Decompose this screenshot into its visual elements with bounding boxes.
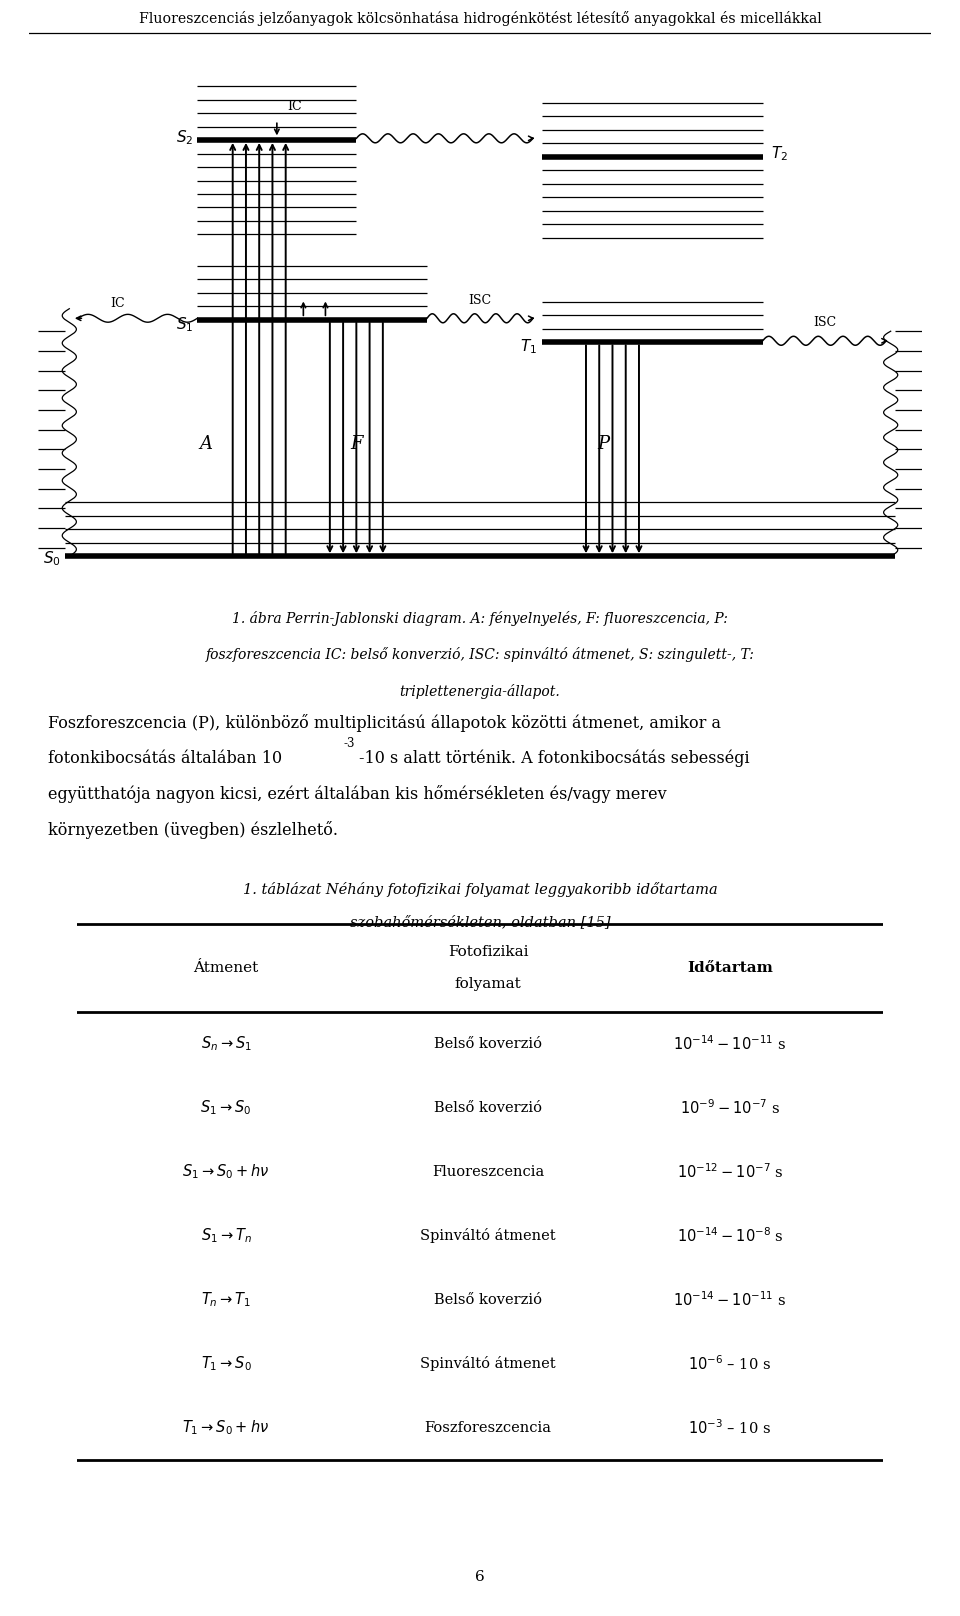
Text: IC: IC <box>110 297 125 310</box>
Text: Fluoreszcencia: Fluoreszcencia <box>432 1165 544 1178</box>
Text: Spinváltó átmenet: Spinváltó átmenet <box>420 1356 556 1372</box>
Text: $S_1 \rightarrow S_0 + h\nu$: $S_1 \rightarrow S_0 + h\nu$ <box>182 1162 270 1181</box>
Text: IC: IC <box>287 100 301 113</box>
Text: $10^{-9} - 10^{-7}$ s: $10^{-9} - 10^{-7}$ s <box>680 1099 780 1117</box>
Text: szobahőmérsékleten, oldatban [15]: szobahőmérsékleten, oldatban [15] <box>349 915 611 929</box>
Text: F: F <box>350 435 363 452</box>
Text: folyamat: folyamat <box>455 978 521 992</box>
Text: Átmenet: Átmenet <box>193 962 258 974</box>
Text: környezetben (üvegben) észlelhető.: környezetben (üvegben) észlelhető. <box>48 821 338 839</box>
Text: -3: -3 <box>344 737 355 750</box>
Text: Spinváltó átmenet: Spinváltó átmenet <box>420 1228 556 1243</box>
Text: $S_0$: $S_0$ <box>42 549 60 569</box>
Text: A: A <box>200 435 213 452</box>
Text: 1. ábra Perrin-Jablonski diagram. A: fényelnyelés, F: fluoreszcencia, P:: 1. ábra Perrin-Jablonski diagram. A: fén… <box>232 611 728 625</box>
Text: Belső koverzió: Belső koverzió <box>434 1100 542 1115</box>
Text: Belső koverzió: Belső koverzió <box>434 1293 542 1307</box>
Text: 1. táblázat Néhány fotofizikai folyamat leggyakoribb időtartama: 1. táblázat Néhány fotofizikai folyamat … <box>243 882 717 897</box>
Text: fotonkibocsátás általában 10: fotonkibocsátás általában 10 <box>48 750 282 768</box>
Text: foszforeszcencia IC: belső konverzió, ISC: spinváltó átmenet, S: szingulett-, T:: foszforeszcencia IC: belső konverzió, IS… <box>205 646 755 663</box>
Text: $10^{-14} - 10^{-11}$ s: $10^{-14} - 10^{-11}$ s <box>673 1034 786 1054</box>
Text: $10^{-12} - 10^{-7}$ s: $10^{-12} - 10^{-7}$ s <box>677 1162 783 1181</box>
Text: $S_1 \rightarrow T_n$: $S_1 \rightarrow T_n$ <box>201 1227 252 1246</box>
Text: $S_2$: $S_2$ <box>176 128 193 147</box>
Text: együtthatója nagyon kicsi, ezért általában kis hőmérsékleten és/vagy merev: együtthatója nagyon kicsi, ezért általáb… <box>48 785 666 803</box>
Text: Belső koverzió: Belső koverzió <box>434 1037 542 1050</box>
Text: Foszforeszcencia (P), különböző multiplicitású állapotok közötti átmenet, amikor: Foszforeszcencia (P), különböző multipli… <box>48 714 721 732</box>
Text: $10^{-14} - 10^{-8}$ s: $10^{-14} - 10^{-8}$ s <box>677 1227 783 1246</box>
Text: Fotofizikai: Fotofizikai <box>447 944 528 958</box>
Text: $S_n \rightarrow S_1$: $S_n \rightarrow S_1$ <box>201 1034 252 1054</box>
Text: ISC: ISC <box>813 317 836 330</box>
Text: $S_1 \rightarrow S_0$: $S_1 \rightarrow S_0$ <box>201 1099 252 1117</box>
Text: -10 s alatt történik. A fotonkibocsátás sebességi: -10 s alatt történik. A fotonkibocsátás … <box>359 750 750 768</box>
Text: $10^{-6}$ – 10 s: $10^{-6}$ – 10 s <box>688 1354 772 1374</box>
Text: $T_n \rightarrow T_1$: $T_n \rightarrow T_1$ <box>201 1291 252 1309</box>
Text: triplettenergia-állapot.: triplettenergia-állapot. <box>399 684 561 698</box>
Text: $S_1$: $S_1$ <box>176 315 193 335</box>
Text: Időtartam: Időtartam <box>687 962 773 974</box>
Text: $T_1 \rightarrow S_0 + h\nu$: $T_1 \rightarrow S_0 + h\nu$ <box>182 1419 270 1437</box>
Text: Foszforeszcencia: Foszforeszcencia <box>424 1420 552 1435</box>
Text: $T_1 \rightarrow S_0$: $T_1 \rightarrow S_0$ <box>201 1354 252 1374</box>
Text: $10^{-14} - 10^{-11}$ s: $10^{-14} - 10^{-11}$ s <box>673 1291 786 1309</box>
Text: P: P <box>597 435 610 452</box>
Text: $T_1$: $T_1$ <box>520 338 538 356</box>
Text: $10^{-3}$ – 10 s: $10^{-3}$ – 10 s <box>688 1419 772 1437</box>
Text: 6: 6 <box>475 1569 485 1584</box>
Text: ISC: ISC <box>468 294 492 307</box>
Text: Fluoreszcenciás jelzőanyagok kölcsönhatása hidrogénkötést létesítő anyagokkal és: Fluoreszcenciás jelzőanyagok kölcsönhatá… <box>138 10 822 26</box>
Text: $T_2$: $T_2$ <box>772 145 788 163</box>
